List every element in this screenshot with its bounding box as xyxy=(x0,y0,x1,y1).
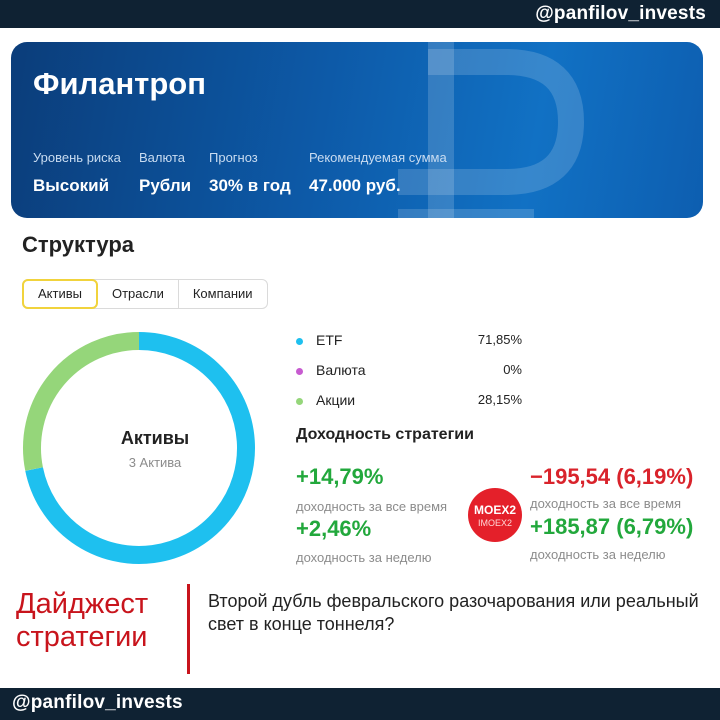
legend-dot-stocks xyxy=(296,398,303,405)
currency-stat: Валюта Рубли xyxy=(139,150,191,196)
strategy-title: Филантроп xyxy=(33,66,206,101)
legend-name-stocks: Акции xyxy=(316,392,356,408)
legend-value-stocks: 28,15% xyxy=(477,392,522,407)
legend-dot-currency xyxy=(296,368,303,375)
tab-sectors[interactable]: Отрасли xyxy=(98,280,179,308)
structure-tabs: Активы Отрасли Компании xyxy=(22,279,268,309)
donut-segment-etf xyxy=(25,332,255,564)
strategy-week-label: доходность за неделю xyxy=(296,550,432,565)
legend-name-etf: ETF xyxy=(316,332,343,348)
donut-center-subtitle: 3 Актива xyxy=(128,455,182,470)
donut-center-title: Активы xyxy=(120,428,190,448)
donut-segment-акции xyxy=(23,332,140,471)
legend-item-currency: Валюта 0% xyxy=(296,360,522,390)
risk-level-value: Высокий xyxy=(33,176,110,195)
ruble-icon xyxy=(398,42,585,218)
forecast-label: Прогноз xyxy=(209,150,258,165)
legend-name-currency: Валюта xyxy=(316,362,366,378)
legend-item-stocks: Акции 28,15% xyxy=(296,390,522,420)
channel-handle-top: @panfilov_invests xyxy=(535,3,706,24)
benchmark-all-time-yield: −195,54 (6,19%) xyxy=(530,464,694,489)
structure-heading: Структура xyxy=(22,232,134,257)
strategy-all-time-yield: +14,79% xyxy=(296,464,384,489)
legend-item-etf: ETF 71,85% xyxy=(296,330,522,360)
digest-title: Дайджест стратегии xyxy=(16,588,148,654)
donut-center-label: Активы 3 Актива xyxy=(65,428,245,470)
benchmark-all-time-label: доходность за все время xyxy=(530,496,682,511)
strategy-all-time-label: доходность за все время xyxy=(296,499,448,514)
benchmark-week-label: доходность за неделю xyxy=(530,547,666,562)
strategy-yield-heading: Доходность стратегии xyxy=(296,426,474,443)
strategy-week-yield: +2,46% xyxy=(296,516,372,541)
digest-divider xyxy=(187,584,190,674)
moex-benchmark-badge: MOEX2 IMOEX2 xyxy=(468,488,522,542)
digest-headline: Второй дубль февральского разочарования … xyxy=(208,591,699,634)
legend-value-currency: 0% xyxy=(503,362,522,377)
strategy-card: Филантроп Уровень риска Высокий Валюта Р… xyxy=(11,42,703,218)
currency-label: Валюта xyxy=(139,150,185,165)
moex-badge-label: MOEX2 xyxy=(473,503,516,517)
risk-level-label: Уровень риска xyxy=(33,150,121,165)
risk-level-stat: Уровень риска Высокий xyxy=(33,150,121,196)
top-banner: @panfilov_invests xyxy=(0,0,720,28)
legend-dot-etf xyxy=(296,338,303,345)
recommended-amount-stat: Рекомендуемая сумма 47.000 руб. xyxy=(309,150,447,196)
currency-value: Рубли xyxy=(139,176,192,195)
allocation-legend: ETF 71,85% Валюта 0% Акции 28,15% xyxy=(296,330,522,420)
moex-badge-sublabel: IMOEX2 xyxy=(477,518,512,528)
recommended-amount-label: Рекомендуемая сумма xyxy=(309,150,447,165)
recommended-amount-value: 47.000 руб. xyxy=(309,176,401,195)
forecast-value: 30% в год xyxy=(209,176,291,195)
legend-value-etf: 71,85% xyxy=(477,332,522,347)
benchmark-week-yield: +185,87 (6,79%) xyxy=(530,514,694,539)
bottom-banner: @panfilov_invests xyxy=(0,688,720,720)
digest-title-line1: Дайджест xyxy=(16,588,149,620)
tab-companies[interactable]: Компании xyxy=(192,286,253,301)
digest-title-line2: стратегии xyxy=(16,621,148,653)
tab-assets[interactable]: Активы xyxy=(22,279,98,309)
channel-handle-bottom: @panfilov_invests xyxy=(12,692,183,713)
forecast-stat: Прогноз 30% в год xyxy=(209,150,291,196)
allocation-donut-chart xyxy=(23,332,255,564)
